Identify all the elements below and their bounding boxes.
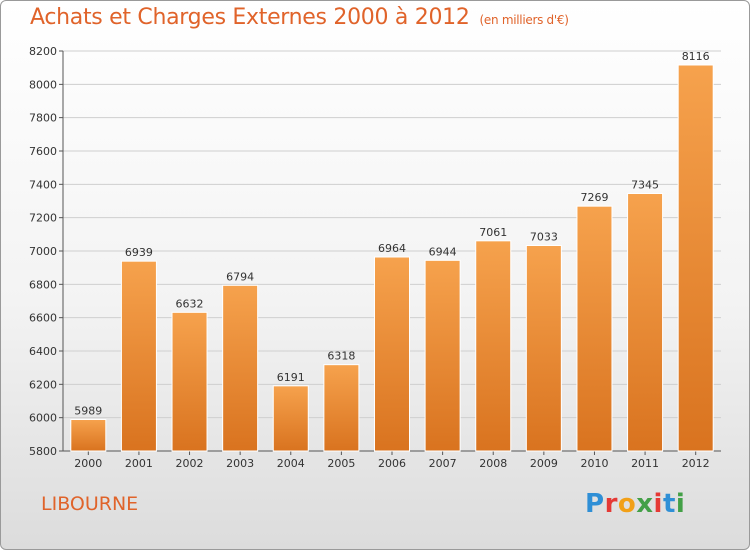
- proxiti-logo: Proxiti: [585, 489, 685, 519]
- x-tick-label: 2003: [226, 457, 254, 470]
- y-tick-label: 6800: [29, 278, 57, 291]
- bar-value-label: 7033: [530, 231, 558, 244]
- x-tick-label: 2010: [580, 457, 608, 470]
- bar: [323, 364, 360, 452]
- y-tick-label: 6200: [29, 378, 57, 391]
- logo-letter: r: [604, 489, 618, 519]
- bar: [475, 240, 512, 452]
- bar: [576, 205, 613, 452]
- y-tick-label: 5800: [29, 445, 57, 458]
- x-tick-label: 2008: [479, 457, 507, 470]
- bar-value-label: 7345: [631, 179, 659, 192]
- x-tick-label: 2007: [429, 457, 457, 470]
- y-tick-label: 7400: [29, 178, 57, 191]
- bar-value-label: 8116: [682, 50, 710, 63]
- y-tick-label: 6600: [29, 312, 57, 325]
- bar-value-label: 6944: [429, 245, 457, 258]
- labels: 5800 6000 6200 6400 6600 6800 7000 7200 7400 7600…: [29, 45, 710, 470]
- bar: [374, 256, 410, 452]
- chart-title-text: Achats et Charges Externes 2000 à 2012: [30, 5, 470, 30]
- bar: [627, 193, 664, 452]
- bar: [525, 245, 562, 452]
- bar: [424, 259, 461, 452]
- y-tick-label: 6400: [29, 345, 57, 358]
- x-tick-label: 2004: [277, 457, 305, 470]
- bar-value-label: 7061: [479, 226, 507, 239]
- x-tick-label: 2006: [378, 457, 406, 470]
- x-tick-label: 2000: [74, 457, 102, 470]
- y-tick-label: 7000: [29, 245, 57, 258]
- bar-value-label: 6964: [378, 242, 406, 255]
- bar: [272, 385, 309, 452]
- bar-value-label: 6191: [277, 371, 305, 384]
- bar: [70, 419, 107, 452]
- logo-letter: i: [675, 489, 686, 519]
- x-tick-label: 2012: [682, 457, 710, 470]
- bar-value-label: 6318: [327, 350, 355, 363]
- x-tick-label: 2009: [530, 457, 558, 470]
- bar: [120, 260, 157, 452]
- bar-value-label: 6794: [226, 270, 254, 283]
- logo-letter: o: [617, 489, 637, 519]
- bar-value-label: 5989: [74, 405, 102, 418]
- place-name: LIBOURNE: [41, 493, 139, 515]
- bars: [70, 64, 714, 452]
- logo-letter: i: [653, 489, 663, 519]
- bar-value-label: 6939: [125, 246, 153, 259]
- y-tick-label: 7800: [29, 112, 57, 125]
- bar-value-label: 6632: [176, 297, 204, 310]
- unit-label: (en milliers d'€): [479, 13, 569, 27]
- y-tick-label: 8000: [29, 78, 57, 91]
- bar-value-label: 7269: [580, 191, 608, 204]
- logo-letter: P: [585, 489, 605, 519]
- y-tick-label: 7600: [29, 145, 57, 158]
- logo-letter: x: [636, 489, 654, 519]
- x-tick-label: 2005: [327, 457, 355, 470]
- x-tick-label: 2002: [176, 457, 204, 470]
- y-tick-label: 8200: [29, 45, 57, 58]
- chart-title: Achats et Charges Externes 2000 à 2012 (e…: [30, 5, 569, 30]
- x-tick-label: 2001: [125, 457, 153, 470]
- logo-letter: t: [662, 489, 676, 519]
- x-tick-label: 2011: [631, 457, 659, 470]
- y-tick-label: 6000: [29, 412, 57, 425]
- bar: [677, 64, 714, 452]
- bar: [171, 311, 208, 452]
- y-tick-label: 7200: [29, 212, 57, 225]
- bar: [222, 284, 259, 452]
